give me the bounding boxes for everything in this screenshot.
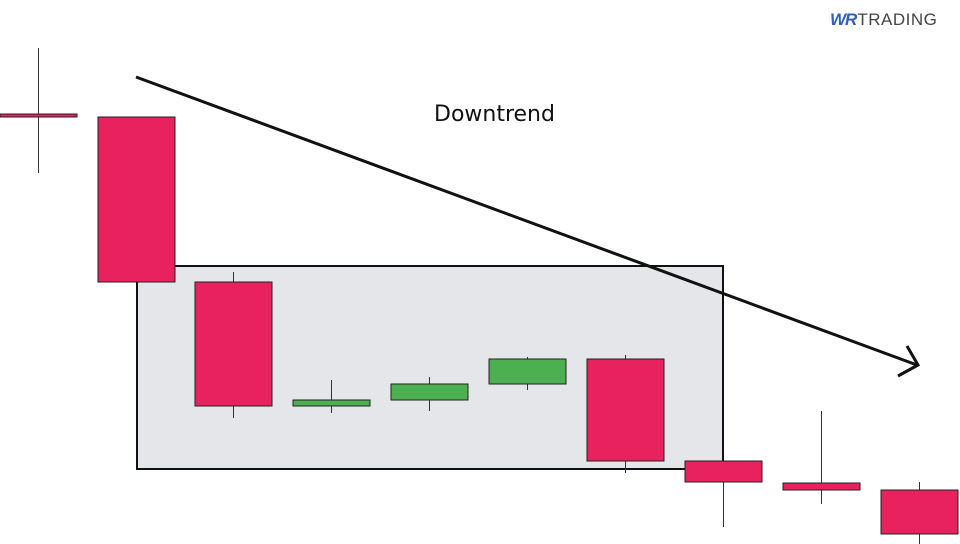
candle-body <box>488 358 567 385</box>
candle-bullish <box>390 377 469 411</box>
downtrend-arrow <box>135 75 921 378</box>
candle-bearish <box>97 116 176 283</box>
candle-body <box>97 116 176 283</box>
candle-bearish <box>684 460 763 527</box>
candle-body <box>782 482 861 491</box>
candle-bearish <box>782 411 861 504</box>
candle-body <box>390 383 469 401</box>
downtrend-label: Downtrend <box>434 102 555 127</box>
logo-text: TRADING <box>857 10 938 29</box>
candle-body <box>586 358 665 462</box>
wr-trading-logo: WRTRADING <box>830 10 937 30</box>
candle-body <box>880 489 959 535</box>
candle-body <box>292 399 371 407</box>
candle-body <box>0 113 78 118</box>
candle-bullish <box>292 380 371 413</box>
candle-body <box>684 460 763 483</box>
candle-bearish <box>586 355 665 473</box>
logo-mark: WR <box>830 10 857 29</box>
candle-body <box>194 281 273 407</box>
candles <box>0 48 959 544</box>
candle-bullish <box>488 357 567 390</box>
candle-bearish <box>880 482 959 544</box>
candle-bearish <box>194 272 273 418</box>
candle-bearish <box>0 48 78 173</box>
